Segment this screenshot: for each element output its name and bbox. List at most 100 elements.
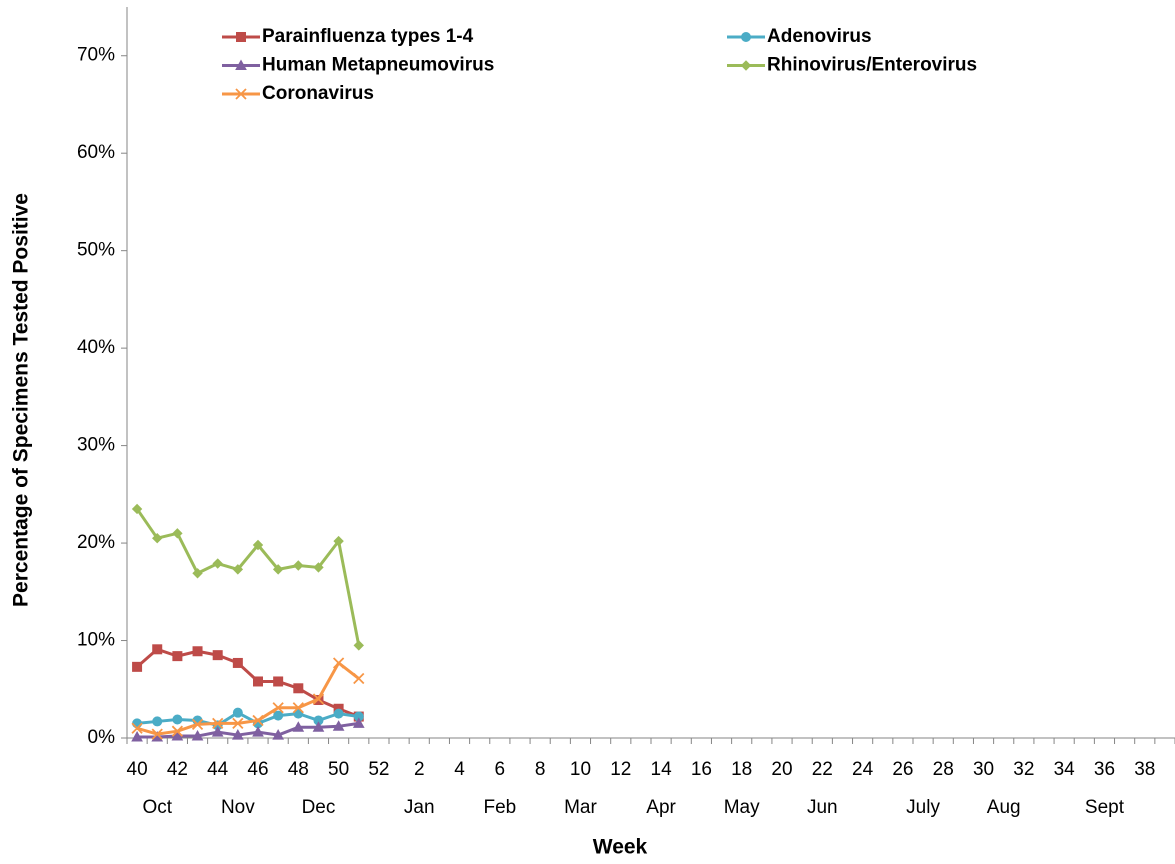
data-point [312,721,325,732]
y-tick-label: 50% [77,240,115,261]
data-point [252,714,264,727]
legend-label: Coronavirus [262,83,374,104]
data-point [132,718,143,729]
data-point [172,651,183,662]
x-tick-label: 34 [1054,759,1076,780]
x-tick-label: 16 [691,759,712,780]
legend-marker [741,32,751,42]
legend-label: Parainfluenza types 1-4 [262,26,474,47]
data-point [273,676,284,687]
x-tick-label: 50 [328,759,349,780]
data-point [252,539,264,551]
data-point [212,558,223,569]
data-point [132,661,143,672]
data-point [171,725,184,737]
x-tick-label: 18 [731,759,752,780]
x-tick-label: 12 [610,759,631,780]
data-point [192,568,203,579]
legend-marker [740,60,752,71]
month-label: Apr [646,797,676,818]
x-tick-label: 36 [1094,759,1115,780]
x-tick-label: 26 [892,759,913,780]
data-point [333,535,344,547]
data-point [232,564,244,575]
x-tick-label: 14 [651,759,673,780]
legend-label: Rhinovirus/Enterovirus [767,55,977,76]
month-label: Jan [404,797,435,818]
x-tick-label: 48 [288,759,309,780]
x-tick-label: 8 [535,759,546,780]
data-point [272,702,284,714]
y-tick-label: 10% [77,630,115,651]
x-tick-label: 4 [454,759,465,780]
x-tick-label: 10 [570,759,591,780]
x-tick-label: 38 [1134,759,1155,780]
legend-label: Adenovirus [767,26,872,47]
y-tick-label: 20% [77,532,115,553]
data-point [353,672,365,685]
x-axis-title: Week [593,836,648,859]
month-label: July [906,797,940,818]
month-label: Aug [987,797,1021,818]
data-point [312,693,325,705]
month-label: Sept [1085,797,1125,818]
series-line [135,508,361,646]
x-tick-label: 22 [812,759,833,780]
data-point [332,720,345,731]
month-label: Dec [302,797,336,818]
x-tick-label: 30 [973,759,994,780]
y-tick-label: 30% [77,435,115,456]
data-point [212,650,223,661]
data-point [293,683,304,694]
data-point [232,717,244,730]
data-point [253,676,263,687]
x-tick-label: 32 [1013,759,1034,780]
x-tick-label: 6 [495,759,506,780]
data-point [231,729,244,740]
month-label: Feb [483,797,516,818]
data-point [293,560,304,571]
x-tick-label: 24 [852,759,874,780]
data-point [292,721,305,732]
data-point [313,562,324,573]
legend-label: Human Metapneumovirus [262,55,494,76]
data-point [151,728,163,740]
data-point [252,726,264,737]
y-axis-title: Percentage of Specimens Tested Positive [10,193,33,607]
month-label: Oct [142,797,172,818]
month-label: Nov [221,797,255,818]
y-tick-label: 40% [77,337,115,358]
data-point [332,657,345,669]
x-tick-label: 40 [127,759,148,780]
data-point [152,716,163,727]
data-point [232,657,243,668]
data-point [272,564,284,575]
x-tick-label: 20 [771,759,792,780]
x-tick-label: 44 [207,759,229,780]
legend-marker [235,59,247,70]
data-point [292,702,304,714]
legend-marker [236,32,246,42]
data-point [131,503,143,515]
data-point [212,717,224,730]
x-tick-label: 28 [933,759,954,780]
data-point [191,718,204,730]
month-label: Mar [564,797,597,818]
data-point [131,722,143,734]
data-point [171,730,184,741]
x-tick-label: 52 [368,759,389,780]
x-tick-label: 46 [247,759,268,780]
data-point [172,528,183,539]
y-tick-label: 0% [88,727,116,748]
data-point [211,726,224,737]
data-point [172,714,183,725]
series-line [136,647,360,718]
data-point [272,729,285,740]
month-label: Jun [807,797,838,818]
data-point [273,710,284,721]
month-label: May [724,797,760,818]
data-point [333,708,344,719]
data-point [152,532,163,544]
x-tick-label: 2 [414,759,425,780]
